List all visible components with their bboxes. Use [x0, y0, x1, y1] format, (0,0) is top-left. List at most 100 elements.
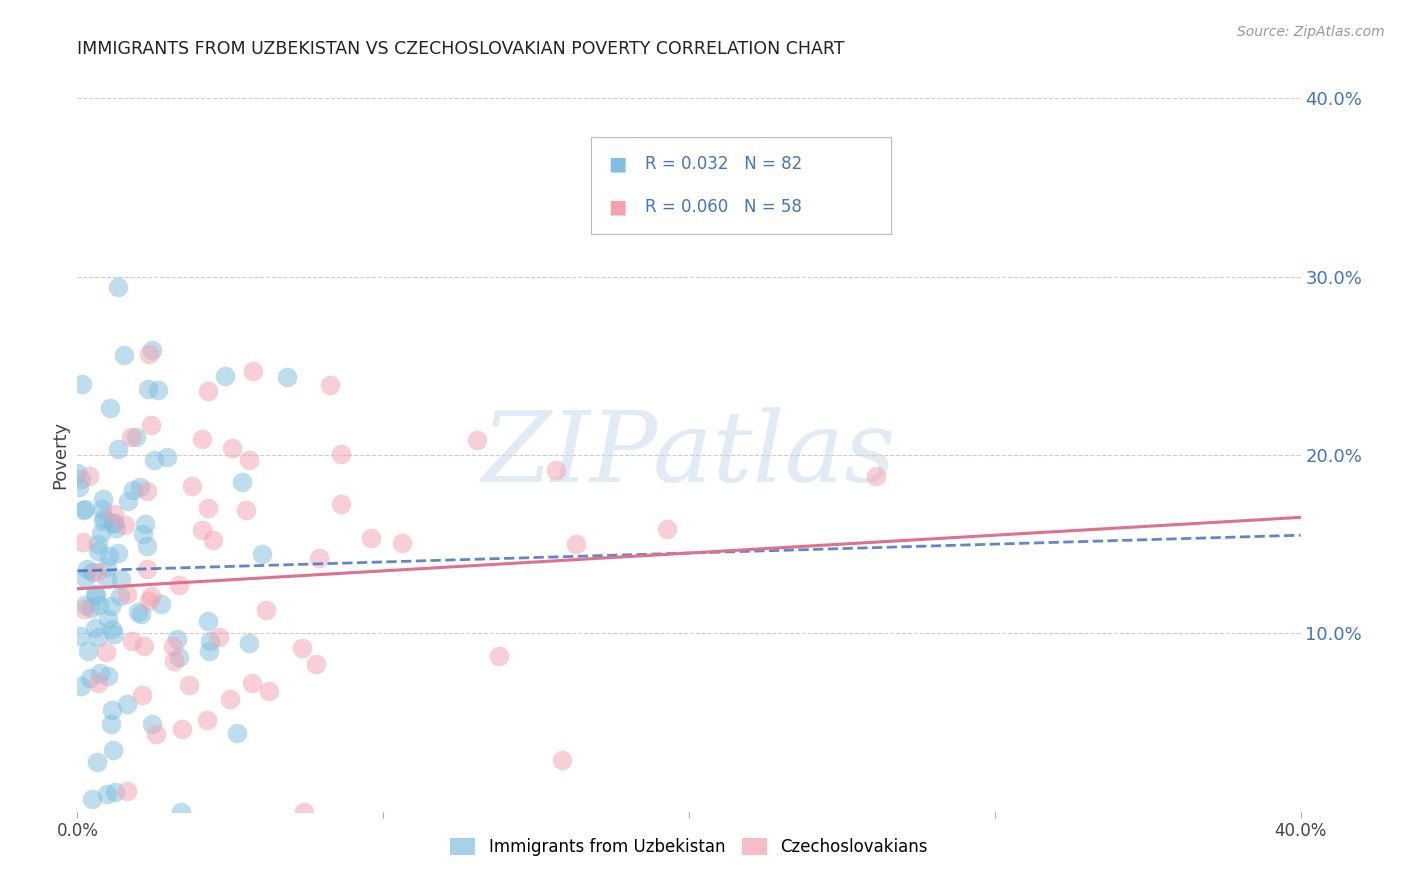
Point	[292, 805, 315, 819]
Point	[100, 401, 122, 415]
Point	[146, 384, 169, 398]
Point	[103, 516, 125, 530]
Point	[214, 368, 236, 383]
Point	[308, 551, 330, 566]
Point	[97, 668, 120, 682]
Point	[80, 565, 103, 579]
Point	[138, 346, 160, 360]
Point	[117, 494, 139, 508]
Point	[136, 561, 159, 575]
Point	[190, 432, 212, 446]
Point	[100, 717, 122, 731]
Point	[319, 377, 342, 392]
Point	[134, 516, 156, 531]
Point	[238, 636, 260, 650]
Point	[198, 644, 221, 658]
Text: ■: ■	[607, 155, 626, 174]
Point	[162, 654, 184, 668]
Point	[170, 805, 193, 819]
Point	[115, 587, 138, 601]
Point	[90, 525, 112, 540]
Point	[197, 384, 219, 398]
Point	[75, 598, 97, 612]
Point	[127, 605, 149, 619]
Point	[115, 783, 138, 797]
Point	[70, 472, 93, 486]
Point	[197, 614, 219, 628]
Point	[104, 521, 127, 535]
Point	[329, 446, 352, 460]
Point	[96, 560, 118, 574]
Point	[96, 573, 118, 587]
Point	[565, 537, 588, 551]
Point	[110, 572, 132, 586]
Point	[219, 692, 242, 706]
Point	[190, 523, 212, 537]
Point	[181, 479, 204, 493]
Point	[75, 571, 97, 585]
Y-axis label: Poverty: Poverty	[51, 421, 69, 489]
Point	[488, 648, 510, 663]
Point	[145, 726, 167, 740]
Point	[104, 785, 127, 799]
Point	[329, 497, 352, 511]
Point	[73, 602, 96, 616]
Text: ■: ■	[607, 197, 626, 216]
Point	[87, 543, 110, 558]
Point	[655, 522, 678, 536]
Point	[96, 787, 118, 801]
Point	[235, 503, 257, 517]
Point	[136, 539, 159, 553]
Point	[67, 480, 90, 494]
Point	[100, 703, 122, 717]
Text: ZIPatlas: ZIPatlas	[482, 408, 896, 502]
Point	[142, 453, 165, 467]
Point	[89, 666, 111, 681]
Point	[197, 501, 219, 516]
Point	[70, 679, 93, 693]
Point	[250, 548, 273, 562]
Point	[467, 434, 489, 448]
Text: IMMIGRANTS FROM UZBEKISTAN VS CZECHOSLOVAKIAN POVERTY CORRELATION CHART: IMMIGRANTS FROM UZBEKISTAN VS CZECHOSLOV…	[77, 40, 845, 58]
Point	[141, 343, 163, 358]
Point	[195, 713, 218, 727]
Point	[156, 450, 179, 464]
Point	[121, 633, 143, 648]
Point	[80, 792, 103, 806]
Point	[198, 633, 221, 648]
Point	[84, 621, 107, 635]
Text: R = 0.032   N = 82: R = 0.032 N = 82	[644, 155, 801, 173]
Point	[77, 644, 100, 658]
Point	[101, 622, 124, 636]
Point	[115, 697, 138, 711]
Point	[107, 442, 129, 457]
Point	[134, 640, 156, 654]
Point	[231, 475, 253, 489]
Point	[391, 536, 413, 550]
Point	[132, 526, 155, 541]
Point	[162, 640, 184, 654]
Point	[70, 376, 93, 391]
Point	[107, 546, 129, 560]
Point	[242, 364, 264, 378]
Point	[83, 587, 105, 601]
Point	[136, 484, 159, 499]
Point	[141, 717, 163, 731]
Point	[77, 468, 100, 483]
Point	[86, 630, 108, 644]
Point	[551, 753, 574, 767]
Point	[131, 688, 153, 702]
Point	[221, 441, 243, 455]
Point	[91, 492, 114, 507]
Point	[107, 280, 129, 294]
Point	[101, 743, 124, 757]
Point	[276, 370, 298, 384]
Point	[120, 429, 142, 443]
Point	[76, 562, 98, 576]
Text: Source: ZipAtlas.com: Source: ZipAtlas.com	[1237, 25, 1385, 39]
Point	[86, 565, 108, 579]
Point	[79, 601, 101, 615]
Point	[125, 430, 148, 444]
Point	[166, 632, 188, 646]
Text: R = 0.060   N = 58: R = 0.060 N = 58	[644, 198, 801, 216]
